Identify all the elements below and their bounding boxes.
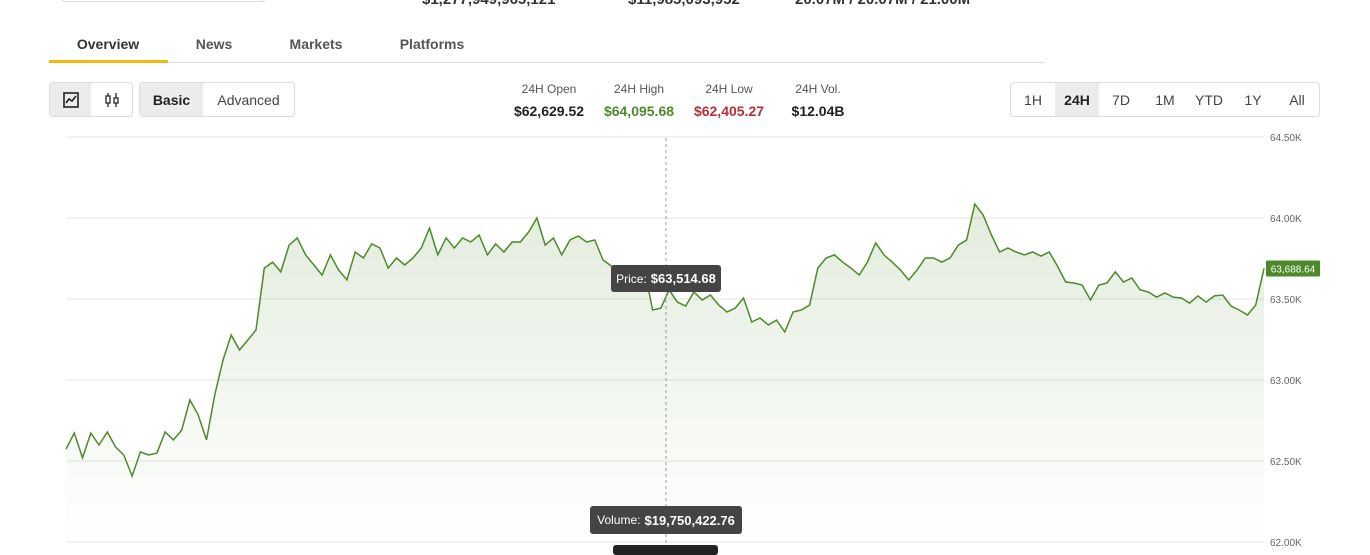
view-mode-group: Basic Advanced [139, 82, 295, 117]
chart-style-group [49, 82, 133, 117]
range-button[interactable]: 24H [1055, 83, 1099, 116]
y-tick-label: 62.50K [1270, 457, 1302, 468]
tab[interactable]: Platforms [399, 36, 465, 52]
range-button[interactable]: 7D [1112, 91, 1130, 108]
candle-chart-button[interactable] [91, 83, 132, 116]
y-tick-label: 62.00K [1270, 538, 1302, 549]
tooltip-value: $63,514.68 [650, 271, 716, 286]
stat-value: $64,095.68 [603, 103, 675, 119]
line-chart-button[interactable] [50, 83, 91, 116]
tab[interactable]: Overview [76, 36, 140, 52]
candle-icon [104, 92, 119, 107]
stat-value: $12.04B [791, 103, 845, 119]
range-button[interactable]: 1H [1024, 91, 1042, 108]
view-mode-button[interactable]: Basic [140, 83, 203, 116]
view-mode-button[interactable]: Advanced [217, 91, 280, 108]
stat: 24H Open $62,629.52 [499, 82, 599, 119]
y-tick-label: 63.50K [1270, 295, 1302, 306]
supply-stat: 20.07M / 20.07M / 21.00M [795, 0, 970, 8]
price-line [65, 202, 1265, 479]
time-tooltip [613, 545, 718, 555]
stat: 24H Low $62,405.27 [679, 82, 779, 119]
tab-divider [49, 62, 1045, 63]
area [66, 204, 1264, 542]
market-cap: $1,277,949,965,121 [422, 0, 555, 8]
stat-label: 24H Low [705, 82, 753, 96]
volume-stat: $11,985,093,952 [628, 0, 740, 8]
stat-label: 24H High [613, 82, 665, 96]
y-tick-label: 64.00K [1270, 214, 1302, 225]
y-tick-label: 63.00K [1270, 376, 1302, 387]
stat: 24H High $64,095.68 [589, 82, 689, 119]
chart: 62.00K 62.50K 63.00K 63.50K 64.00K 64.50K 63,6… [65, 133, 1320, 550]
y-tick-label: 64.50K [1270, 133, 1302, 144]
stat: 24H Vol. $12.04B [768, 82, 868, 119]
range-button[interactable]: 1M [1155, 91, 1175, 108]
tab[interactable]: Markets [289, 36, 343, 52]
stat-label: 24H Vol. [795, 82, 841, 96]
price-tooltip: Price: $63,514.68 [611, 265, 721, 292]
line-icon [62, 91, 79, 108]
current-price-label: 63,688.64 [1271, 264, 1316, 275]
tab-indicator [49, 60, 168, 63]
tab[interactable]: News [195, 36, 233, 52]
range-group: 1H 24H 7D 1M YTD 1Y All [1010, 82, 1320, 117]
stat-value: $62,629.52 [513, 103, 585, 119]
search-box[interactable] [60, 0, 267, 2]
range-button[interactable]: 1Y [1244, 91, 1262, 108]
tooltip-label: Volume: [597, 513, 641, 527]
stat-label: 24H Open [521, 82, 577, 96]
current-price-tag [1266, 260, 1320, 277]
volume-tooltip: Volume: $19,750,422.76 [590, 506, 742, 534]
range-button[interactable]: YTD [1195, 91, 1223, 108]
tooltip-value: $19,750,422.76 [644, 512, 735, 528]
range-button[interactable]: All [1289, 91, 1305, 108]
stat-value: $62,405.27 [693, 103, 765, 119]
tooltip-label: Price: [616, 271, 647, 286]
